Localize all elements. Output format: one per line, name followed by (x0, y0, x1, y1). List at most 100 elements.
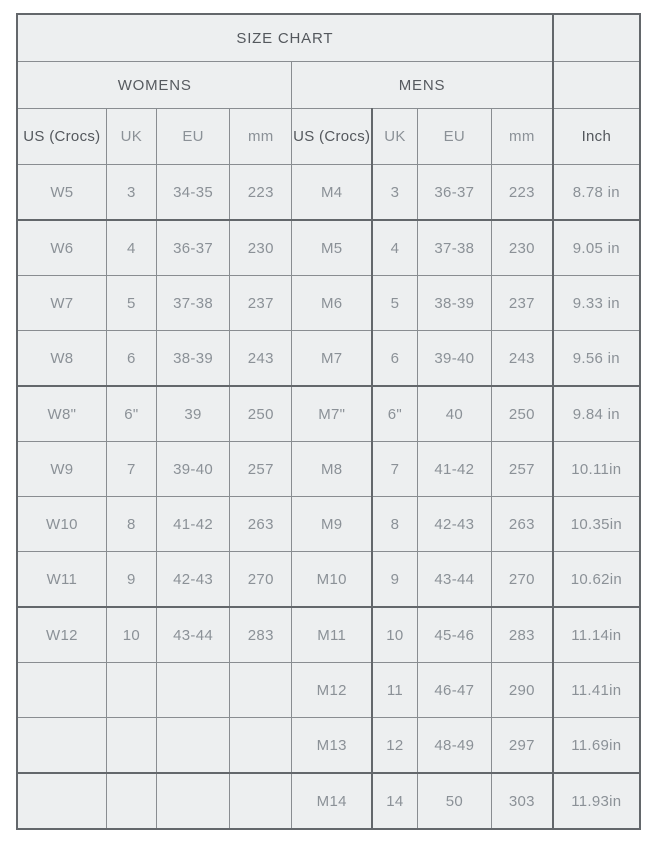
col-header-womens-eu: EU (155, 108, 231, 165)
cell-inch: 8.78 in (551, 164, 641, 221)
cell-mens-uk: 3 (371, 164, 418, 221)
cell-mens-uk: 11 (371, 662, 418, 718)
cell-womens-uk: 5 (105, 275, 157, 331)
cell-mens-eu: 37-38 (416, 219, 492, 276)
cell-mens-uk: 10 (371, 606, 418, 663)
cell-mens-eu: 39-40 (416, 330, 492, 387)
col-header-mens-us: US (Crocs) (291, 108, 374, 165)
col-header-mens-mm: mm (490, 108, 554, 165)
cell-womens-uk (105, 717, 157, 774)
cell-mens-mm: 303 (490, 772, 554, 830)
table-row: W9 7 39-40 257 M8 7 41-42 257 10.11in (16, 441, 641, 497)
column-header-row: US (Crocs) UK EU mm US (Crocs) UK EU mm … (16, 108, 641, 165)
table-row: W8" 6" 39 250 M7" 6" 40 250 9.84 in (16, 385, 641, 442)
cell-womens-uk: 4 (105, 219, 157, 276)
cell-inch: 9.33 in (551, 275, 641, 331)
title-row: SIZE CHART (16, 13, 641, 62)
table-row: W5 3 34-35 223 M4 3 36-37 223 8.78 in (16, 164, 641, 221)
col-header-womens-uk: UK (105, 108, 157, 165)
cell-womens-eu: 37-38 (155, 275, 231, 331)
cell-womens-mm: 237 (229, 275, 293, 331)
cell-inch: 10.11in (551, 441, 641, 497)
cell-mens-eu: 40 (416, 385, 492, 442)
cell-womens-mm: 243 (229, 330, 293, 387)
cell-mens-eu: 42-43 (416, 496, 492, 552)
cell-womens-eu: 34-35 (155, 164, 231, 221)
cell-womens-uk: 6 (105, 330, 157, 387)
cell-womens-us (16, 717, 107, 774)
cell-inch: 10.35in (551, 496, 641, 552)
cell-mens-eu: 43-44 (416, 551, 492, 608)
cell-womens-eu (155, 662, 231, 718)
title-row-spacer-cell (551, 13, 641, 62)
cell-mens-uk: 7 (371, 441, 418, 497)
cell-mens-uk: 4 (371, 219, 418, 276)
cell-womens-eu: 36-37 (155, 219, 231, 276)
col-header-mens-eu: EU (416, 108, 492, 165)
mens-group-header: MENS (291, 61, 554, 109)
cell-mens-eu: 46-47 (416, 662, 492, 718)
cell-mens-uk: 9 (371, 551, 418, 608)
table-row: W11 9 42-43 270 M10 9 43-44 270 10.62in (16, 551, 641, 608)
cell-mens-eu: 38-39 (416, 275, 492, 331)
cell-mens-mm: 250 (490, 385, 554, 442)
cell-mens-us: M6 (291, 275, 374, 331)
cell-womens-eu: 42-43 (155, 551, 231, 608)
cell-mens-eu: 45-46 (416, 606, 492, 663)
cell-womens-us: W8" (16, 385, 107, 442)
cell-mens-eu: 50 (416, 772, 492, 830)
cell-womens-mm: 263 (229, 496, 293, 552)
cell-womens-mm: 270 (229, 551, 293, 608)
cell-mens-us: M10 (291, 551, 374, 608)
cell-womens-mm: 223 (229, 164, 293, 221)
cell-mens-us: M5 (291, 219, 374, 276)
cell-womens-mm (229, 662, 293, 718)
cell-mens-mm: 297 (490, 717, 554, 774)
cell-inch: 11.69in (551, 717, 641, 774)
cell-womens-us: W6 (16, 219, 107, 276)
cell-womens-us: W11 (16, 551, 107, 608)
group-row-spacer-cell (551, 61, 641, 109)
cell-womens-us: W10 (16, 496, 107, 552)
cell-womens-uk: 10 (105, 606, 157, 663)
table-row: M12 11 46-47 290 11.41in (16, 662, 641, 718)
cell-mens-mm: 237 (490, 275, 554, 331)
cell-womens-mm: 250 (229, 385, 293, 442)
cell-mens-uk: 6" (371, 385, 418, 442)
cell-mens-us: M4 (291, 164, 374, 221)
cell-womens-mm: 257 (229, 441, 293, 497)
cell-womens-uk: 7 (105, 441, 157, 497)
cell-mens-us: M7" (291, 385, 374, 442)
cell-womens-eu: 39 (155, 385, 231, 442)
col-header-womens-us: US (Crocs) (16, 108, 107, 165)
cell-womens-us (16, 772, 107, 830)
table-row: W10 8 41-42 263 M9 8 42-43 263 10.35in (16, 496, 641, 552)
cell-mens-mm: 263 (490, 496, 554, 552)
cell-womens-eu: 38-39 (155, 330, 231, 387)
table-row: W12 10 43-44 283 M11 10 45-46 283 11.14i… (16, 606, 641, 663)
table-row: W7 5 37-38 237 M6 5 38-39 237 9.33 in (16, 275, 641, 331)
cell-womens-us: W8 (16, 330, 107, 387)
cell-womens-mm (229, 717, 293, 774)
table-row: W6 4 36-37 230 M5 4 37-38 230 9.05 in (16, 219, 641, 276)
cell-inch: 9.05 in (551, 219, 641, 276)
cell-mens-mm: 223 (490, 164, 554, 221)
cell-mens-uk: 14 (371, 772, 418, 830)
cell-womens-us: W9 (16, 441, 107, 497)
cell-inch: 10.62in (551, 551, 641, 608)
cell-mens-uk: 8 (371, 496, 418, 552)
cell-mens-us: M7 (291, 330, 374, 387)
cell-womens-mm (229, 772, 293, 830)
cell-womens-us: W7 (16, 275, 107, 331)
page-title: SIZE CHART (16, 13, 554, 62)
cell-inch: 9.84 in (551, 385, 641, 442)
cell-womens-us: W12 (16, 606, 107, 663)
table-row: M13 12 48-49 297 11.69in (16, 717, 641, 774)
cell-inch: 11.93in (551, 772, 641, 830)
cell-womens-mm: 230 (229, 219, 293, 276)
cell-mens-mm: 257 (490, 441, 554, 497)
cell-womens-eu: 39-40 (155, 441, 231, 497)
table-row: W8 6 38-39 243 M7 6 39-40 243 9.56 in (16, 330, 641, 387)
cell-inch: 11.41in (551, 662, 641, 718)
